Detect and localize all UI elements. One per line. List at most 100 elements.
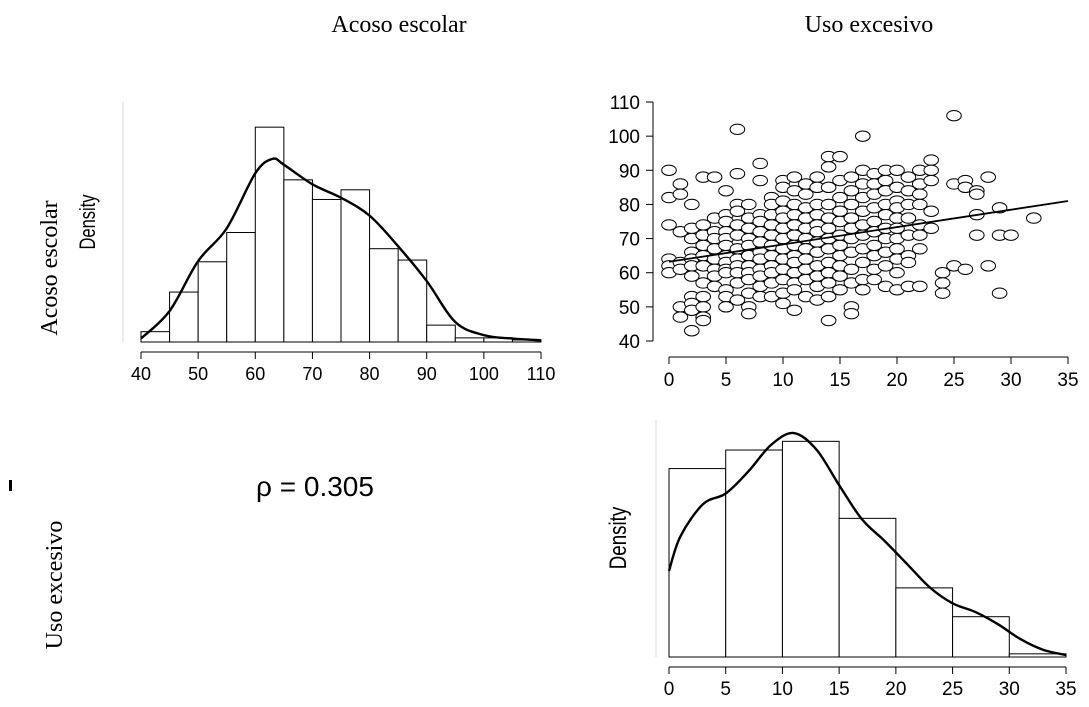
scatter-point xyxy=(775,297,791,310)
hist1-bar xyxy=(169,291,199,343)
scatter-point xyxy=(695,301,712,313)
scatter-point xyxy=(843,263,860,275)
scatter-point xyxy=(991,287,1008,299)
scatter-y-tick-label: 60 xyxy=(619,264,640,285)
hist1-x-tick-label: 90 xyxy=(417,364,437,384)
scatter-y-tick-label: 40 xyxy=(619,332,640,353)
scatter-point xyxy=(832,191,848,204)
hist1-bar xyxy=(454,337,485,343)
scatter-point xyxy=(843,171,860,183)
scatter-point xyxy=(798,188,814,200)
row-header-uso: Uso excesivo xyxy=(42,521,68,650)
scatter-y-tick-label: 90 xyxy=(619,161,640,182)
hist2-x-tick-label: 20 xyxy=(885,679,906,700)
scatter-point xyxy=(923,164,940,176)
column-header-uso: Uso excesivo xyxy=(805,12,934,38)
hist2-bar xyxy=(838,517,897,658)
hist2-x-tick-label: 10 xyxy=(772,679,793,700)
hist2-ylabel: Density xyxy=(605,507,632,570)
scatter-x-tick-label: 35 xyxy=(1057,370,1078,391)
scatter-point xyxy=(1003,229,1019,241)
column-header-acoso: Acoso escolar xyxy=(331,12,466,38)
scatter-point xyxy=(741,198,757,211)
scatter-y-tick-label: 100 xyxy=(608,127,640,148)
scatter-point xyxy=(706,171,723,183)
scatter-point xyxy=(672,178,689,190)
scatter-point xyxy=(980,171,997,183)
scatter-point xyxy=(672,188,689,200)
hist2-x-tick-label: 15 xyxy=(829,679,850,700)
scatter-point xyxy=(695,290,712,303)
regression-line xyxy=(668,200,1069,263)
correlation-coefficient: ρ = 0.305 xyxy=(256,471,374,502)
hist1-x-tick-label: 50 xyxy=(188,364,208,384)
stray-mark xyxy=(9,480,12,491)
scatter-point xyxy=(729,123,746,136)
hist1-bar xyxy=(340,189,371,343)
scatter-point xyxy=(855,284,871,296)
scatter-point xyxy=(718,185,734,197)
hist1-bar xyxy=(369,248,399,343)
scatter-y-tick-label: 80 xyxy=(619,195,640,216)
scatter-point xyxy=(946,109,962,122)
hist2-x-tick-label: 25 xyxy=(942,679,963,700)
scatter-point xyxy=(980,260,997,272)
scatter-panel: 40 50 60 70 80 90 100 110 0 5 10 15 20 25 30 35 xyxy=(608,93,1078,391)
scatter-point xyxy=(684,198,700,211)
scatter-point xyxy=(661,164,677,176)
scatter-point xyxy=(684,270,700,282)
scatter-point xyxy=(1026,212,1042,224)
scatter-point xyxy=(832,270,848,282)
scatter-x-tick-label: 20 xyxy=(886,370,907,391)
scatter-x-tick-label: 15 xyxy=(829,370,850,391)
histogram-acoso-panel: Density 40 50 60 70 80 90 100 110 xyxy=(76,101,556,384)
scatter-point xyxy=(900,212,917,224)
scatter-point xyxy=(695,314,712,327)
scatter-point xyxy=(809,171,826,183)
scatter-point xyxy=(820,314,837,327)
scatter-point xyxy=(820,161,837,173)
scatter-point xyxy=(934,277,951,289)
scatter-point xyxy=(855,130,871,142)
scatter-point xyxy=(661,219,677,231)
hist1-x-tick-label: 80 xyxy=(360,364,380,384)
scatter-point xyxy=(820,290,837,303)
scatter-point xyxy=(843,185,860,197)
scatter-point xyxy=(912,280,928,293)
hist1-x-tick-label: 110 xyxy=(527,364,556,384)
scatter-point xyxy=(729,205,746,217)
hist2-bar xyxy=(952,616,1010,658)
scatter-point xyxy=(752,157,769,170)
hist2-bar xyxy=(668,468,727,658)
scatter-point xyxy=(684,325,700,337)
hist1-bar xyxy=(311,198,342,343)
scatter-point xyxy=(969,229,985,241)
scatter-point xyxy=(912,243,928,255)
scatter-point xyxy=(900,256,917,269)
hist1-bar xyxy=(283,179,313,343)
hist2-bar xyxy=(1008,653,1067,658)
scatter-point xyxy=(741,307,757,320)
hist1-x-tick-label: 100 xyxy=(469,364,499,384)
hist2-x-tick-label: 30 xyxy=(999,679,1020,700)
scatter-y-tick-label: 110 xyxy=(610,93,640,114)
hist2-bar xyxy=(781,440,840,658)
scatter-point xyxy=(718,301,734,313)
scatter-point xyxy=(786,171,803,183)
scatter-point xyxy=(752,174,769,187)
scatter-point xyxy=(832,284,848,296)
scatter-point xyxy=(820,181,837,194)
scatter-point xyxy=(832,150,848,163)
scatter-point xyxy=(912,188,928,200)
hist1-bar xyxy=(140,331,171,343)
hist1-x-tick-label: 40 xyxy=(131,364,151,384)
hist2-bar xyxy=(895,587,954,658)
scatter-point xyxy=(877,260,894,272)
scatter-point xyxy=(786,284,803,296)
scatter-point xyxy=(969,188,985,200)
scatter-point xyxy=(866,273,883,286)
hist1-ylabel: Density xyxy=(76,194,101,249)
scatter-point xyxy=(923,154,940,166)
scatter-x-tick-label: 5 xyxy=(721,370,732,391)
hist1-density-curve xyxy=(140,157,542,342)
